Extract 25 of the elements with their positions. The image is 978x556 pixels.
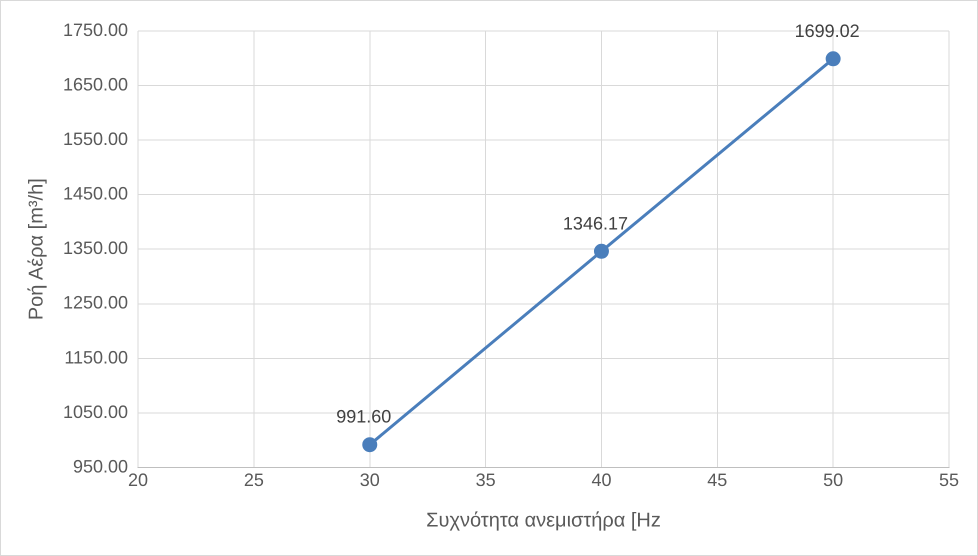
- y-tick-label: 1750.00: [62, 20, 128, 40]
- point: [362, 437, 378, 452]
- x-tick-label: 35: [476, 470, 496, 490]
- y-axis-title: Ροή Αέρα [m³/h]: [26, 178, 48, 320]
- y-tick-label: 1450.00: [62, 184, 128, 204]
- x-tick-label: 45: [707, 470, 728, 490]
- x-tick-label: 20: [128, 470, 148, 490]
- y-tick-label: 1050.00: [62, 402, 128, 422]
- x-tick-label: 55: [938, 470, 960, 490]
- x-tick-label: 25: [244, 470, 264, 490]
- point: [826, 51, 841, 66]
- y-tick-label: 1250.00: [62, 292, 128, 313]
- point: [594, 244, 609, 259]
- y-tick-label: 1150.00: [64, 347, 128, 368]
- x-tick-label: 40: [591, 470, 612, 490]
- data-label: 991.60: [336, 406, 392, 427]
- x-tick-label: 50: [823, 470, 844, 490]
- data-label: 1346.17: [562, 213, 628, 234]
- y-tick-label: 1350.00: [62, 238, 128, 258]
- y-tick-label: 950.00: [73, 456, 128, 476]
- x-axis-title: Συχνότητα ανεμιστήρα [Hz: [426, 510, 661, 532]
- data-label: 1699.02: [794, 20, 860, 41]
- y-tick-label: 1550.00: [62, 129, 128, 150]
- x-tick-label: 30: [360, 470, 380, 490]
- y-tick-label: 1650.00: [62, 74, 128, 95]
